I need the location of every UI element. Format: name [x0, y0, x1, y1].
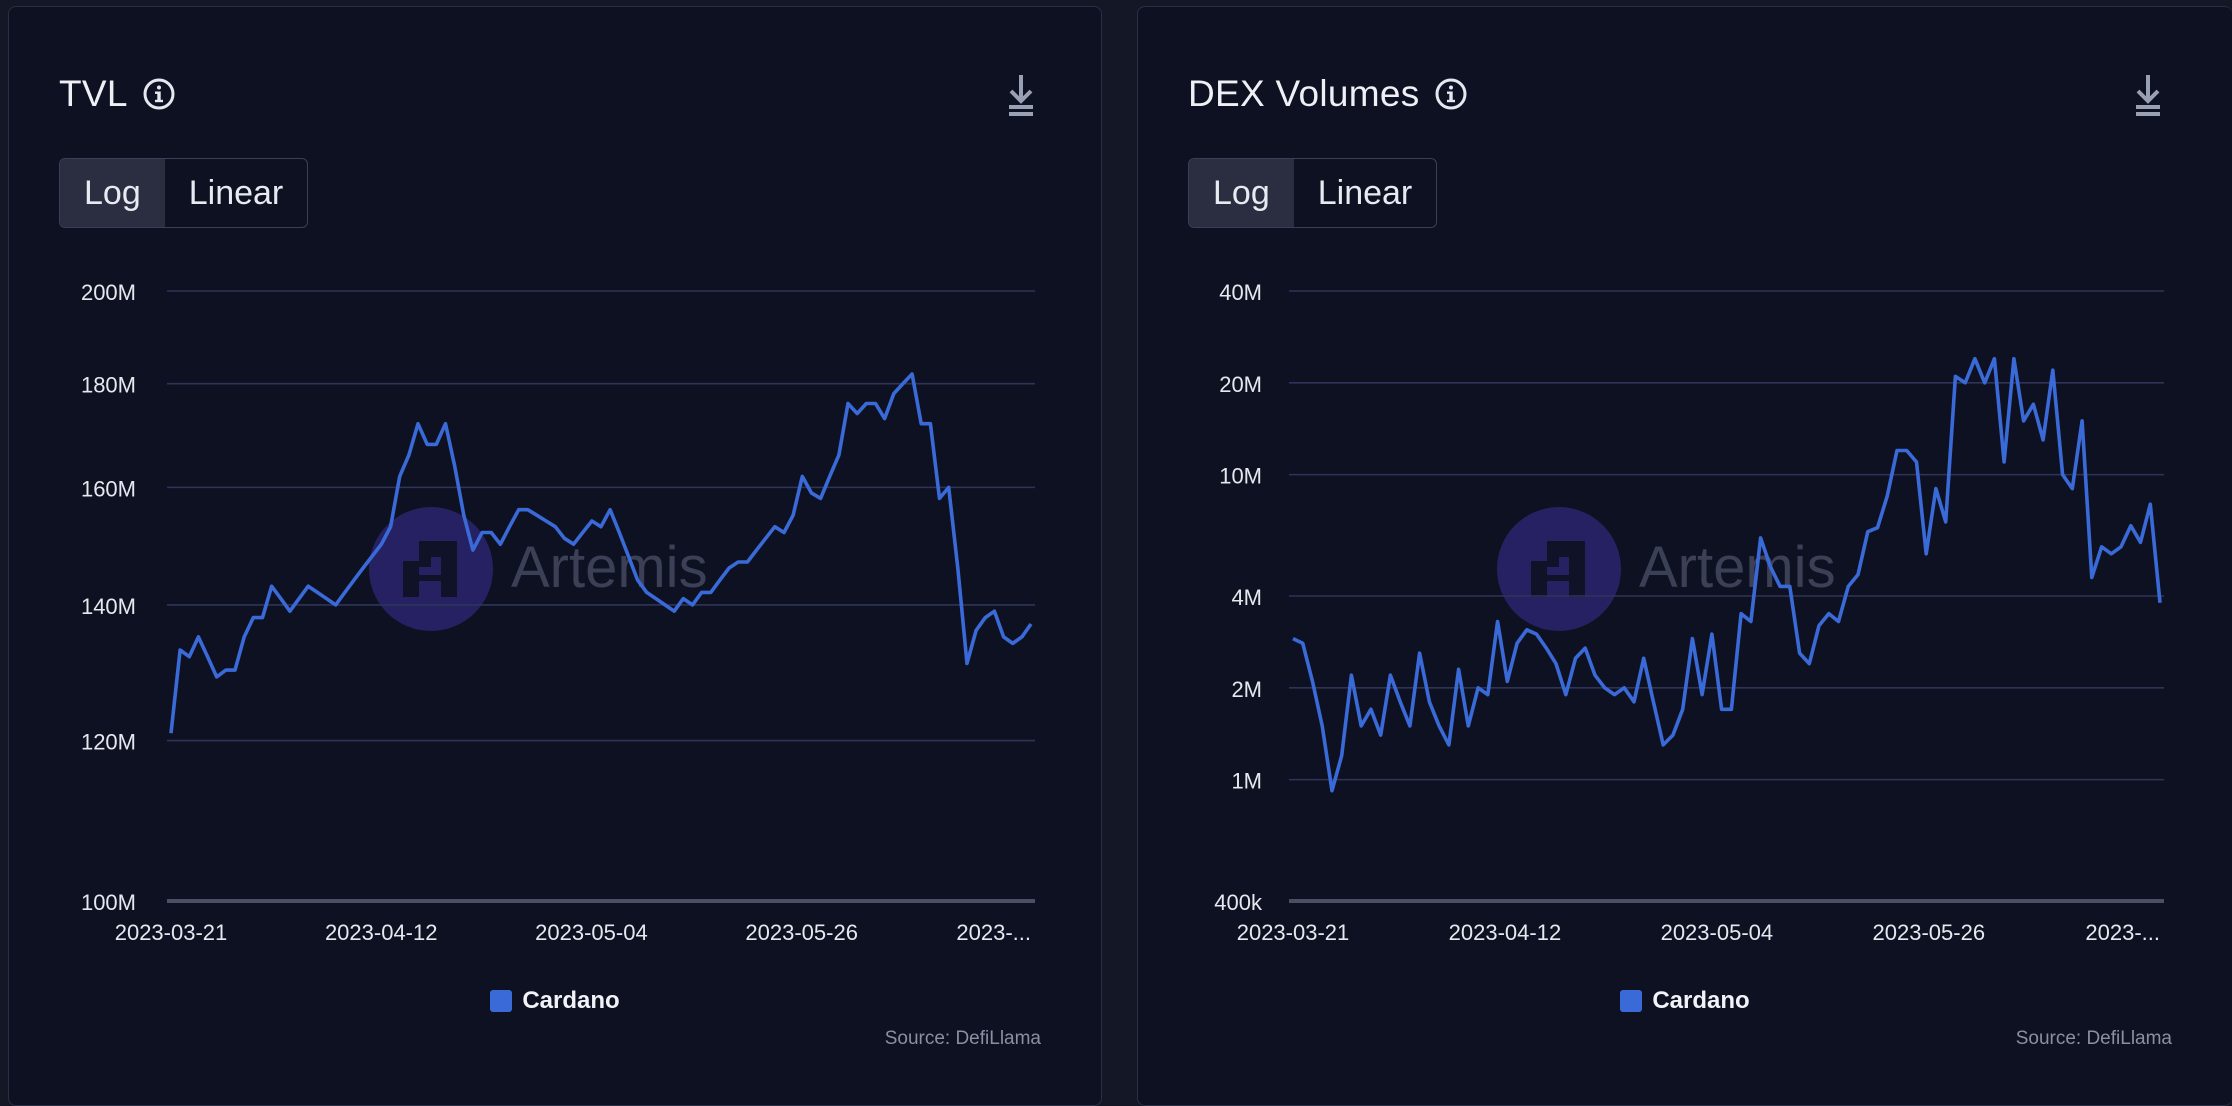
x-tick-label: 2023-04-12 [1449, 920, 1562, 945]
y-tick-label: 140M [81, 594, 136, 619]
tvl-title: TVL [59, 73, 176, 115]
watermark: Artemis [369, 507, 708, 631]
info-icon[interactable] [142, 77, 176, 111]
tvl-title-text: TVL [59, 73, 128, 114]
log-toggle[interactable]: Log [1189, 159, 1294, 227]
y-tick-label: 160M [81, 476, 136, 501]
y-tick-label: 100M [81, 890, 136, 915]
legend-label: Cardano [1652, 987, 1750, 1014]
y-tick-label: 200M [81, 280, 136, 305]
legend-swatch [1620, 990, 1643, 1012]
dex-title-text: DEX Volumes [1188, 73, 1420, 114]
series-line-cardano [169, 372, 1033, 734]
dex-title: DEX Volumes [1188, 73, 1468, 115]
y-tick-label: 400k [1214, 890, 1263, 915]
x-tick-label: 2023-05-26 [745, 920, 858, 945]
scale-toggle: Log Linear [1188, 158, 1438, 228]
y-tick-label: 120M [81, 730, 136, 755]
tvl-chart: Artemis 200M 180M 160M 140M 120M 100M 2023-03-2… [81, 280, 1035, 945]
watermark: Artemis [1497, 507, 1836, 631]
source-note: Source: DefiLlama [884, 1028, 1041, 1049]
y-tick-label: 40M [1219, 280, 1262, 305]
log-toggle[interactable]: Log [60, 159, 165, 227]
y-tick-label: 2M [1231, 677, 1262, 702]
legend[interactable]: Cardano [9, 987, 1101, 1015]
y-tick-label: 180M [81, 373, 136, 398]
scale-toggle: Log Linear [59, 158, 309, 228]
legend-swatch [490, 990, 513, 1012]
linear-toggle[interactable]: Linear [188, 173, 284, 212]
x-tick-label: 2023-03-21 [115, 920, 228, 945]
linear-toggle[interactable]: Linear [1317, 173, 1413, 212]
x-tick-label: 2023-... [2085, 920, 2160, 945]
watermark-text: Artemis [1639, 535, 1836, 600]
tvl-panel: TVL Log Linear Artemis 200M 180M 160M 140M 12… [8, 6, 1102, 1106]
source-note: Source: DefiLlama [2015, 1028, 2172, 1049]
download-icon[interactable] [1001, 73, 1041, 117]
x-tick-label: 2023-05-04 [1661, 920, 1774, 945]
watermark-text: Artemis [511, 535, 708, 600]
x-tick-label: 2023-03-21 [1237, 920, 1350, 945]
legend[interactable]: Cardano [1138, 987, 2232, 1015]
dex-volumes-chart: Artemis 40M 20M 10M 4M 2M 1M 400k 2023-03-21 2023… [1214, 280, 2164, 945]
y-tick-label: 1M [1231, 769, 1262, 794]
dex-volumes-panel: DEX Volumes Log Linear Artemis 40M 20M 10M 4… [1137, 6, 2232, 1106]
legend-label: Cardano [522, 987, 620, 1014]
x-tick-label: 2023-04-12 [325, 920, 438, 945]
y-tick-label: 4M [1231, 585, 1262, 610]
y-tick-label: 20M [1219, 372, 1262, 397]
y-tick-label: 10M [1219, 464, 1262, 489]
x-tick-label: 2023-05-04 [535, 920, 648, 945]
x-tick-label: 2023-... [956, 920, 1031, 945]
series-line-cardano [1292, 356, 2162, 793]
download-icon[interactable] [2128, 73, 2168, 117]
x-tick-label: 2023-05-26 [1873, 920, 1986, 945]
info-icon[interactable] [1434, 77, 1468, 111]
